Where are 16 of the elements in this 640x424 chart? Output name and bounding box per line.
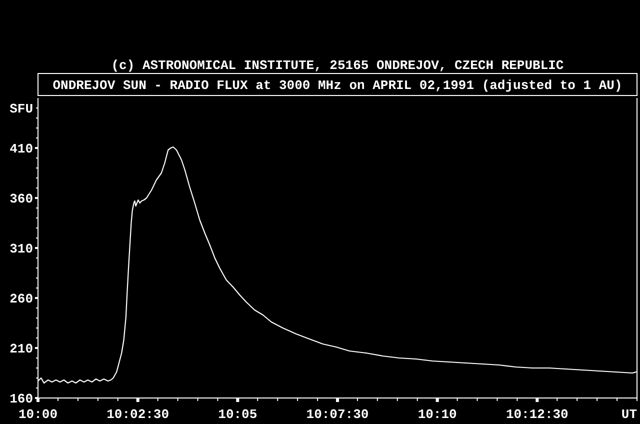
y-tick-label: 410 — [10, 142, 34, 157]
y-axis-title: SFU — [10, 102, 33, 117]
chart-title: ONDREJOV SUN - RADIO FLUX at 3000 MHz on APRIL 02,1991 (adjusted to 1 AU) — [52, 78, 622, 93]
y-tick-label: 260 — [10, 292, 34, 307]
x-axis-title: UT — [621, 407, 638, 422]
text: (c) ASTRONOMICAL INSTITUTE, 25165 ONDREJOV, CZECH REPUBLIC — [111, 58, 564, 73]
x-tick-label: 10:02:30 — [106, 407, 170, 422]
y-tick-label: 160 — [10, 392, 34, 407]
y-tick-label: 210 — [10, 342, 34, 357]
y-tick-label: 310 — [10, 242, 34, 257]
x-tick-label: 10:10 — [418, 407, 458, 422]
x-tick-label: 10:05 — [218, 407, 258, 422]
y-tick-label: 360 — [10, 192, 34, 207]
x-tick-label: 10:07:30 — [306, 407, 369, 422]
x-tick-label: 10:00 — [18, 407, 58, 422]
x-tick-label: 10:12:30 — [506, 407, 569, 422]
